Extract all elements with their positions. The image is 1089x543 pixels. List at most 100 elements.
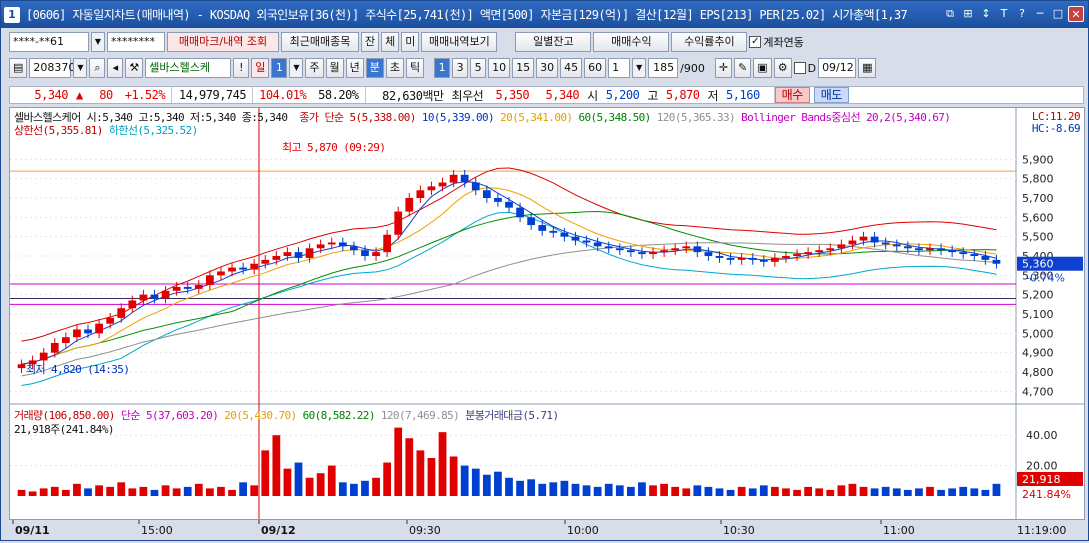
date-checkbox[interactable] <box>793 62 806 74</box>
period-unit-button[interactable]: 일 <box>251 58 270 78</box>
volume-bar <box>305 477 314 496</box>
unfilled-button[interactable]: 미 <box>401 32 420 52</box>
count-max: /900 <box>680 61 705 75</box>
daily-balance-button[interactable]: 일별잔고 <box>515 32 592 52</box>
account-link-checkbox[interactable]: ✓ <box>749 36 762 48</box>
chart-menu-icon[interactable]: ▤ <box>9 58 28 78</box>
minute-60[interactable]: 60 <box>584 58 607 78</box>
candle-body <box>970 254 979 256</box>
save-icon[interactable]: ▣ <box>753 58 772 78</box>
interval-dropdown-icon[interactable]: ▼ <box>632 58 647 78</box>
draw-icon[interactable]: ✎ <box>734 58 752 78</box>
volume-bar <box>427 458 436 496</box>
candle-body <box>39 352 48 361</box>
recent-trades-button[interactable]: 최근매매종목 <box>281 32 359 52</box>
minute-1[interactable]: 1 <box>434 58 451 78</box>
executed-button[interactable]: 체 <box>381 32 400 52</box>
stock-code-input[interactable]: 208370 <box>29 58 75 78</box>
volume-bar <box>604 483 613 496</box>
trade-history-button[interactable]: 매매내역보기 <box>421 32 498 52</box>
volume-bar <box>848 483 857 496</box>
volume-bar <box>95 485 103 496</box>
close-icon[interactable]: ✕ <box>1068 6 1084 22</box>
candle-body <box>992 259 1001 264</box>
period-tick[interactable]: 틱 <box>406 58 425 78</box>
minute-30[interactable]: 30 <box>536 58 559 78</box>
volume-bar <box>73 483 81 496</box>
period-week[interactable]: 주 <box>305 58 324 78</box>
candle-body <box>305 248 314 258</box>
password-input[interactable]: ******** <box>107 32 165 52</box>
volume-bar <box>61 489 70 496</box>
volume-bar <box>715 488 724 496</box>
volume-bar <box>505 477 513 496</box>
account-input[interactable]: ****-**61 <box>9 32 89 52</box>
minimize-icon[interactable]: ─ <box>1036 7 1044 20</box>
candle-body <box>261 259 270 264</box>
price-chart[interactable]: 5,900 5,800 5,700 5,600 5,500 5,400 5,300 5,200… <box>9 107 1085 520</box>
count-input[interactable]: 185 <box>648 58 679 78</box>
volume-bar <box>28 491 37 496</box>
candle-body <box>759 259 768 262</box>
interval-input[interactable]: 1 <box>608 58 631 78</box>
minute-3[interactable]: 3 <box>452 58 469 78</box>
volume-bar <box>903 489 912 496</box>
volume-bar <box>582 485 591 496</box>
balance-button[interactable]: 잔 <box>361 32 380 52</box>
chart-volumes <box>17 427 1001 496</box>
candle-body <box>183 286 192 289</box>
candle-body <box>671 248 680 251</box>
quote-bar: 5,340 ▲ 80 +1.52% 14,979,745 104.01% 58.… <box>9 86 1084 104</box>
period-month[interactable]: 월 <box>325 58 344 78</box>
date-label: D <box>807 61 817 75</box>
minute-5[interactable]: 5 <box>470 58 487 78</box>
title-bar-icons: ⧉ ⊞ ↕ T ? ─ □ ✕ <box>942 6 1084 22</box>
candle-body <box>948 250 957 253</box>
alert-button[interactable]: ! <box>233 58 250 78</box>
y-tick-label: 5,800 <box>1022 173 1054 186</box>
volume-bar <box>815 488 824 496</box>
calendar-icon[interactable]: ▦ <box>858 58 877 78</box>
period-dropdown-icon[interactable]: ▼ <box>289 58 304 78</box>
date-input[interactable]: 09/12 <box>818 58 857 78</box>
volume-bar <box>981 489 990 496</box>
help-icon[interactable]: ? <box>1019 7 1025 20</box>
legend-ma120: 120(5,365.33) <box>656 111 736 124</box>
period-num-button[interactable]: 1 <box>271 58 288 78</box>
tools-icon[interactable]: ⚒ <box>125 58 144 78</box>
minute-15[interactable]: 15 <box>512 58 535 78</box>
grid-icon[interactable]: ⊞ <box>963 7 973 20</box>
period-second[interactable]: 초 <box>385 58 405 78</box>
trade-mark-button[interactable]: 매매마크/내역 조회 <box>167 32 279 52</box>
legend-ma20: 20(5,341.00) <box>500 111 573 124</box>
y-tick-label: 5,300 <box>1022 269 1054 282</box>
candle-body <box>217 271 225 276</box>
crosshair-icon[interactable]: ✛ <box>714 58 733 78</box>
candle-body <box>460 174 469 183</box>
account-dropdown-icon[interactable]: ▼ <box>91 32 105 52</box>
trade-profit-button[interactable]: 매매수익 <box>593 32 670 52</box>
period-year[interactable]: 년 <box>345 58 364 78</box>
text-icon[interactable]: T <box>1000 7 1008 20</box>
link-icon[interactable]: ⧉ <box>946 7 954 20</box>
speaker-icon[interactable]: ◂ <box>107 58 124 78</box>
best-bid-price: 5,340 <box>545 88 580 102</box>
search-icon[interactable]: ⌕ <box>89 58 106 78</box>
period-minute[interactable]: 분 <box>365 58 384 78</box>
volume-bar <box>239 482 247 496</box>
return-trend-button[interactable]: 수익률추이 <box>671 32 748 52</box>
minute-10[interactable]: 10 <box>488 58 511 78</box>
volume-bar <box>150 489 159 496</box>
gear-icon[interactable]: ⚙ <box>773 58 792 78</box>
volume-bar <box>194 483 203 496</box>
account-toolbar: ****-**61 ▼ ******** 매매마크/내역 조회 최근매매종목 잔… <box>1 30 804 54</box>
minute-45[interactable]: 45 <box>560 58 583 78</box>
sell-button[interactable]: 매도 <box>813 87 849 103</box>
code-dropdown-icon[interactable]: ▼ <box>73 58 88 78</box>
volume-bar <box>217 486 225 496</box>
resize-icon[interactable]: ↕ <box>981 7 991 20</box>
volume-bar <box>17 489 26 496</box>
maximize-icon[interactable]: □ <box>1052 7 1064 20</box>
high-label: 고 <box>647 88 658 103</box>
buy-button[interactable]: 매수 <box>774 87 810 103</box>
